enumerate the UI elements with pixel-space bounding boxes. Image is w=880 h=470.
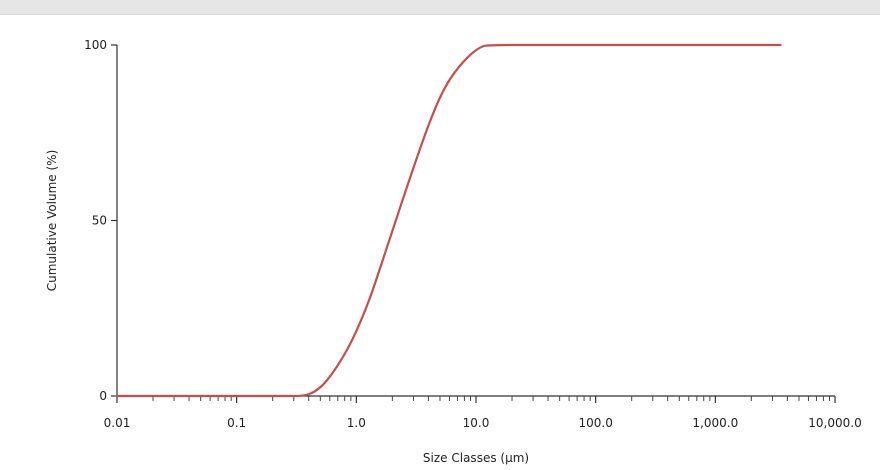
x-tick-label: 1,000.0 — [692, 416, 738, 430]
y-tick-label: 50 — [92, 214, 107, 228]
x-tick-label: 100.0 — [578, 416, 612, 430]
ticks: 0 50 100 0.01 0.1 1.0 10.0 100.0 1,000.0 10,000.0 — [84, 38, 862, 430]
series-layer — [115, 43, 782, 398]
top-toolbar-strip — [0, 0, 880, 15]
cumulative-volume-line — [115, 43, 782, 398]
y-tick-label: 100 — [84, 38, 107, 52]
axes — [116, 45, 835, 397]
y-tick-label: 0 — [99, 389, 107, 403]
x-tick-label: 0.1 — [227, 416, 246, 430]
y-axis-title: Cumulative Volume (%) — [45, 150, 59, 292]
x-tick-label: 0.01 — [104, 416, 131, 430]
x-tick-label: 10,000.0 — [808, 416, 861, 430]
x-axis-title: Size Classes (µm) — [423, 451, 529, 465]
x-tick-label: 10.0 — [463, 416, 490, 430]
x-tick-label: 1.0 — [347, 416, 366, 430]
